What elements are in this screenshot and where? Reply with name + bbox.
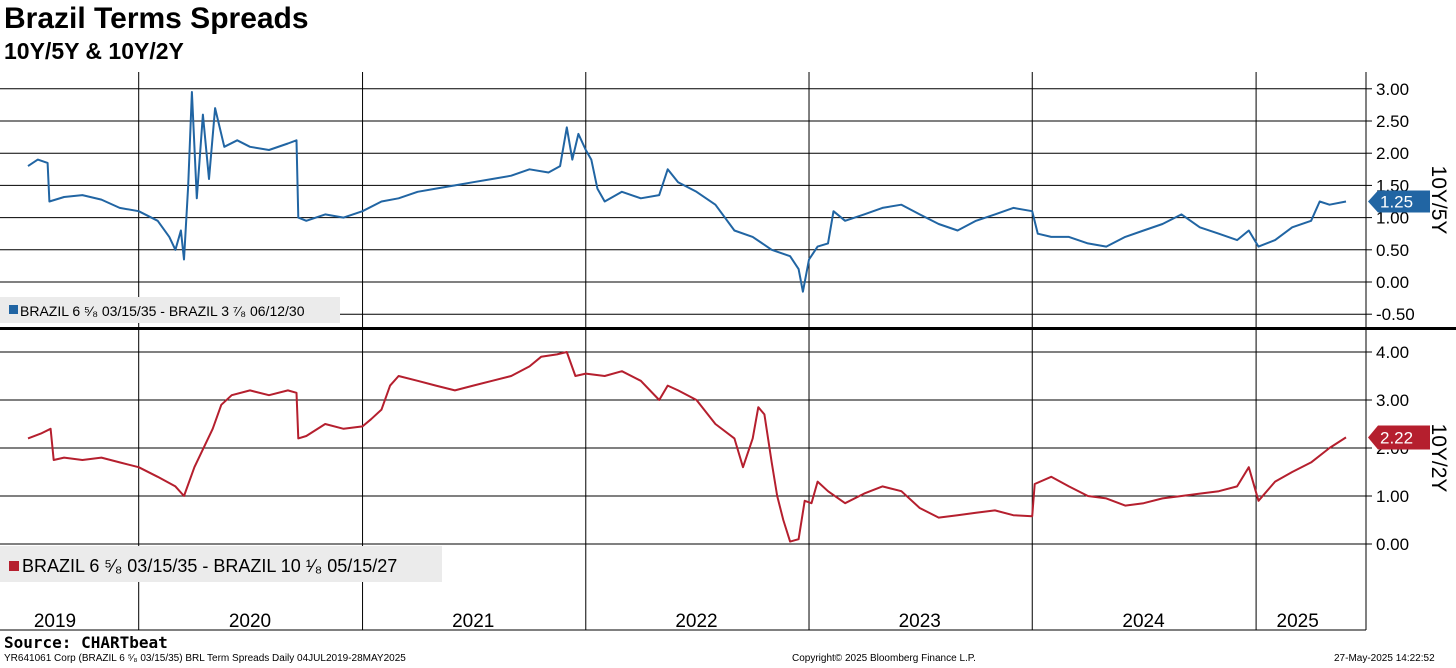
- top-ytick-label-5: 0.50: [1376, 241, 1409, 260]
- bottom-ytick-label-4: 0.00: [1376, 535, 1409, 554]
- top-ytick-label-2: 2.00: [1376, 144, 1409, 163]
- xtick-label-5: 2024: [1122, 611, 1165, 632]
- axes: 3.002.502.001.501.000.500.00-0.501.25 10Y…: [0, 72, 1456, 632]
- chart-title: Brazil Terms Spreads: [4, 2, 309, 35]
- bottom-series-line-0: [27, 351, 1347, 543]
- top-ytick-label-6: 0.00: [1376, 273, 1409, 292]
- bottom-legend-label: BRAZIL 6 ⁵⁄₈ 03/15/35 - BRAZIL 10 ¹⁄₈ 05…: [22, 556, 397, 576]
- footer-copyright: Copyright© 2025 Bloomberg Finance L.P.: [792, 653, 976, 664]
- top-last-value-label: 1.25: [1380, 193, 1413, 212]
- top-ytick-label-4: 1.00: [1376, 209, 1409, 228]
- xtick-label-0: 2019: [34, 611, 76, 632]
- top-legend-box: [0, 297, 340, 323]
- source-note: Source: CHARTbeat: [4, 633, 168, 652]
- bottom-last-value-label: 2.22: [1380, 428, 1413, 447]
- series-layer: [27, 91, 1347, 543]
- bottom-legend-box: [0, 546, 442, 582]
- top-last-value-tag: [1368, 190, 1430, 213]
- top-ytick-label-7: -0.50: [1376, 305, 1415, 324]
- xtick-label-2: 2021: [452, 611, 494, 632]
- xtick-label-1: 2020: [229, 611, 271, 632]
- top-legend-swatch: [9, 305, 18, 314]
- bottom-ytick-label-1: 3.00: [1376, 391, 1409, 410]
- xtick-label-4: 2023: [899, 611, 941, 632]
- legends: BRAZIL 6 ⁵⁄₈ 03/15/35 - BRAZIL 3 ⁷⁄₈ 06/…: [0, 297, 442, 582]
- top-series-line-0: [27, 91, 1347, 293]
- top-ylabel: 10Y/5Y: [1427, 166, 1450, 235]
- top-ytick-label-0: 3.00: [1376, 80, 1409, 99]
- gridlines: [0, 72, 1366, 630]
- chart-subtitle: 10Y/5Y & 10Y/2Y: [4, 38, 184, 64]
- bottom-ylabel: 10Y/2Y: [1427, 424, 1450, 493]
- bottom-ytick-label-3: 1.00: [1376, 487, 1409, 506]
- xtick-label-6: 2025: [1277, 611, 1319, 632]
- bottom-ytick-label-0: 4.00: [1376, 343, 1409, 362]
- top-legend-label: BRAZIL 6 ⁵⁄₈ 03/15/35 - BRAZIL 3 ⁷⁄₈ 06/…: [20, 303, 305, 319]
- top-ytick-label-1: 2.50: [1376, 112, 1409, 131]
- xtick-label-3: 2022: [675, 611, 717, 632]
- footer-timestamp: 27-May-2025 14:22:52: [1334, 653, 1435, 664]
- footer-ticker-info: YR641061 Corp (BRAZIL 6 ⁵⁄₈ 03/15/35) BR…: [4, 653, 406, 664]
- bottom-legend-swatch: [9, 561, 19, 571]
- bottom-last-value-tag: [1368, 425, 1430, 450]
